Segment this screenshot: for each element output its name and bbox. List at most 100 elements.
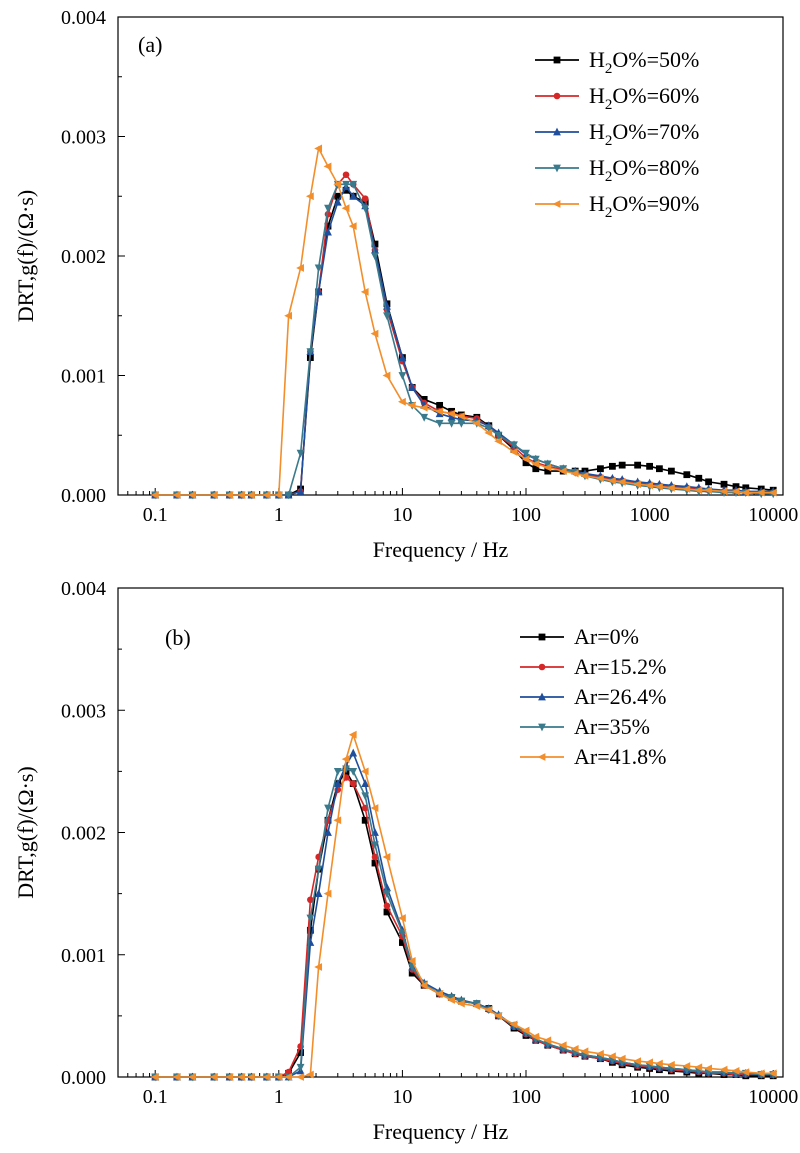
data-point xyxy=(655,465,663,473)
x-axis-label: Frequency / Hz xyxy=(373,537,509,562)
legend-label-part: O%=50% xyxy=(612,47,699,72)
data-point xyxy=(494,431,503,440)
legend-label-part: H xyxy=(589,155,605,180)
legend-label: Ar=0% xyxy=(574,624,639,649)
data-point xyxy=(324,204,332,213)
data-point xyxy=(360,287,369,296)
data-point xyxy=(341,204,350,213)
data-point xyxy=(719,1065,728,1074)
data-point xyxy=(382,853,391,861)
series xyxy=(151,748,778,1081)
data-point xyxy=(361,779,370,787)
legend-label-part: H xyxy=(589,119,605,144)
legend-label-part: O%=60% xyxy=(612,83,699,108)
data-point xyxy=(296,449,305,458)
data-point xyxy=(608,476,616,485)
data-point xyxy=(705,478,712,486)
data-point xyxy=(342,180,350,189)
data-point xyxy=(494,1011,502,1020)
data-point xyxy=(617,1054,626,1063)
data-point xyxy=(667,467,675,475)
data-point xyxy=(314,865,323,874)
data-point xyxy=(172,491,181,499)
series xyxy=(151,767,777,1081)
plot-frame xyxy=(117,587,784,1078)
data-point xyxy=(371,853,379,861)
data-point xyxy=(472,419,481,428)
data-point xyxy=(383,890,391,899)
data-point xyxy=(570,1044,579,1053)
data-point xyxy=(731,1066,740,1075)
data-point xyxy=(419,403,428,412)
data-point xyxy=(349,780,357,787)
data-point xyxy=(472,1002,481,1010)
data-point xyxy=(756,488,765,497)
data-point xyxy=(284,491,293,500)
data-point xyxy=(580,1047,589,1056)
x-axis-label: Frequency / Hz xyxy=(373,1119,509,1144)
data-point xyxy=(447,412,456,421)
series xyxy=(150,730,777,1081)
data-point xyxy=(768,1069,777,1078)
data-point xyxy=(570,469,579,478)
data-point xyxy=(150,491,159,499)
data-point xyxy=(531,1032,540,1041)
legend-label-subscript: 2 xyxy=(605,61,613,77)
data-point xyxy=(720,480,728,488)
data-point xyxy=(314,889,323,898)
data-point xyxy=(349,191,358,200)
data-point xyxy=(756,1069,765,1078)
data-point xyxy=(521,1026,530,1035)
series-line xyxy=(155,173,774,496)
data-point xyxy=(306,348,315,356)
legend: Ar=0% Ar=15.2% Ar=26.4% Ar=35% Ar=41.8% xyxy=(520,624,666,769)
legend-label-part: O%=90% xyxy=(612,191,699,216)
data-point xyxy=(284,311,292,320)
series xyxy=(151,180,778,500)
data-point xyxy=(457,419,466,428)
data-point xyxy=(531,455,540,464)
legend-label-subscript: 2 xyxy=(605,169,613,185)
data-point xyxy=(371,252,379,261)
legend-label-subscript: 2 xyxy=(605,133,613,149)
data-point xyxy=(348,730,357,739)
legend-label: Ar=41.8% xyxy=(574,744,666,769)
data-point xyxy=(398,353,407,361)
data-point xyxy=(398,397,406,406)
legend-label: Ar=26.4% xyxy=(574,684,666,709)
data-point xyxy=(382,371,391,380)
data-point xyxy=(682,485,691,493)
data-point xyxy=(323,162,332,171)
y-tick-label: 0.001 xyxy=(61,945,106,967)
data-point xyxy=(296,1073,304,1081)
x-tick-label: 100 xyxy=(511,504,541,526)
data-point xyxy=(522,449,530,458)
data-point xyxy=(188,491,196,499)
x-tick-label: 1 xyxy=(274,1086,284,1108)
data-point xyxy=(296,1063,305,1072)
data-point xyxy=(704,1064,712,1073)
x-tick-label: 100 xyxy=(511,1086,541,1108)
legend-label-part: H xyxy=(589,47,605,72)
data-point xyxy=(646,462,654,470)
series xyxy=(151,186,777,499)
data-point xyxy=(509,1020,518,1029)
data-point xyxy=(580,471,589,480)
data-point xyxy=(597,465,604,473)
data-point xyxy=(617,477,626,486)
data-point xyxy=(246,491,255,499)
data-point xyxy=(521,455,530,464)
data-point xyxy=(484,428,493,437)
legend-marker xyxy=(537,753,546,761)
series-line xyxy=(155,769,774,1078)
data-point xyxy=(333,180,342,189)
data-point xyxy=(274,491,283,499)
data-point xyxy=(719,487,728,496)
data-point xyxy=(741,1068,750,1077)
y-tick-label: 0.002 xyxy=(61,823,106,845)
series-line xyxy=(155,189,774,496)
y-axis-label: DRT,g(f)/(Ω·s) xyxy=(13,190,38,323)
data-point xyxy=(558,467,567,475)
y-tick-label: 0.004 xyxy=(61,578,106,600)
x-tick-label: 10000 xyxy=(748,1086,798,1108)
